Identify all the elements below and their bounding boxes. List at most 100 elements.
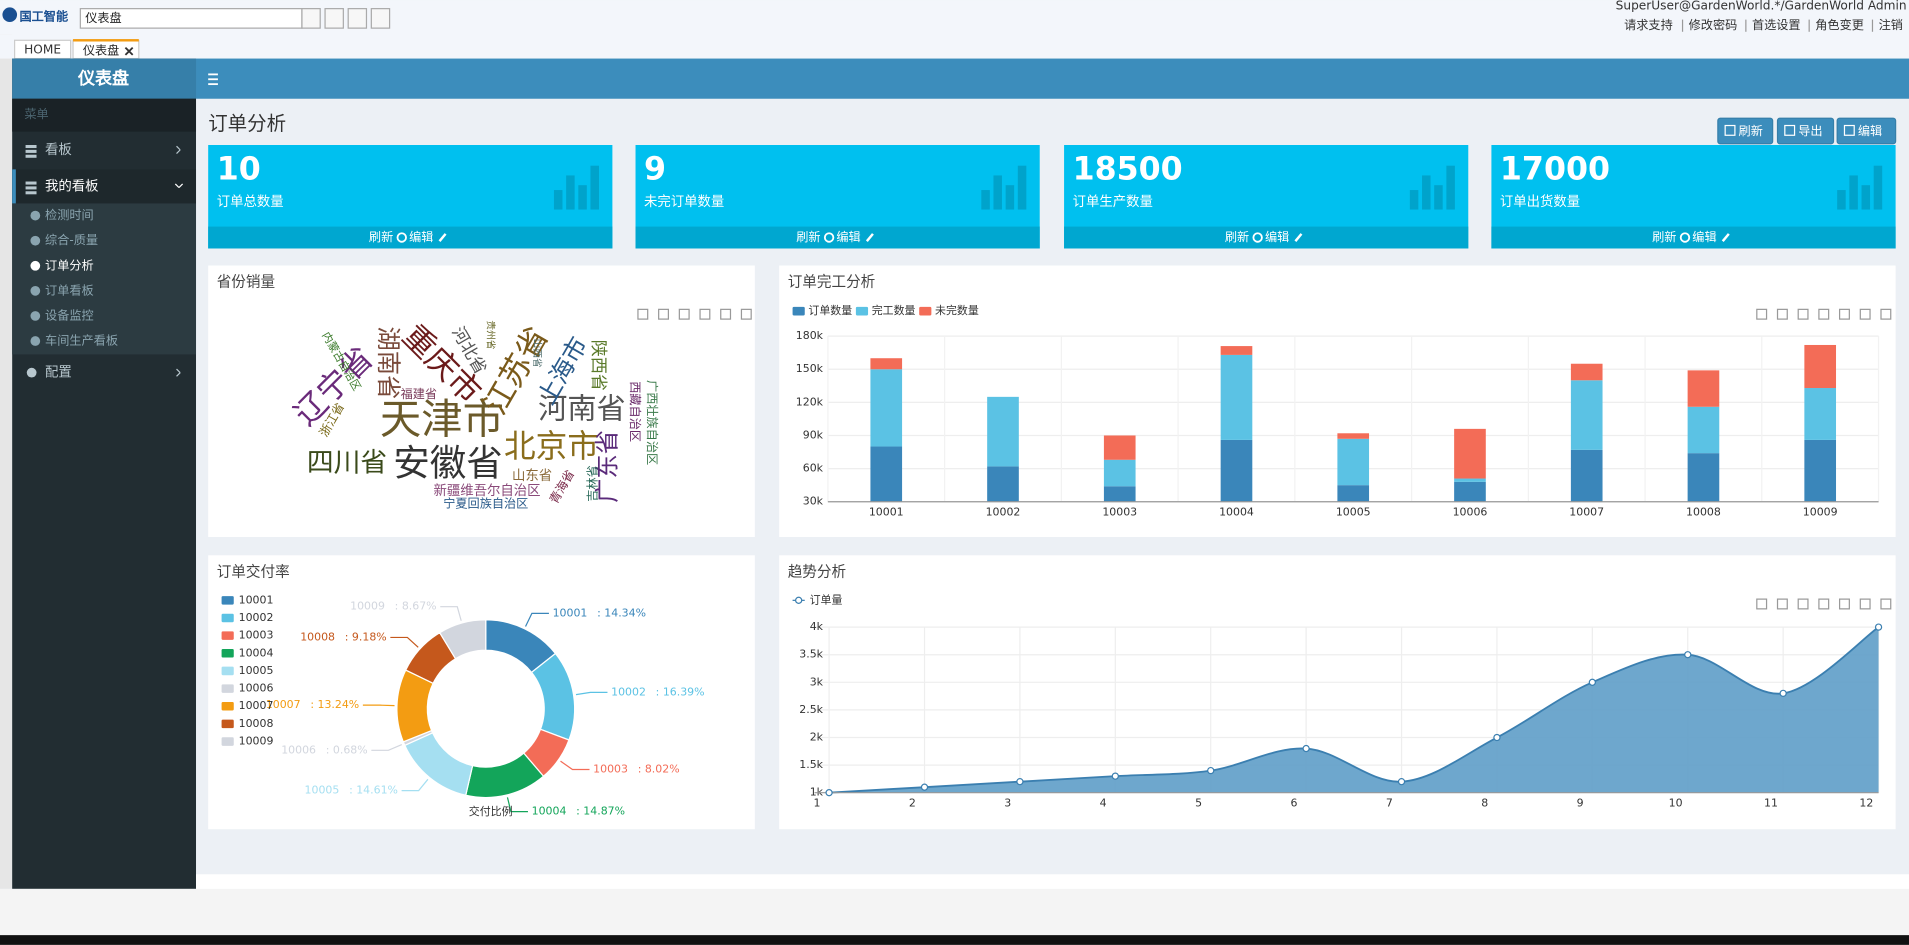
menu-item[interactable]: 看板	[45, 142, 72, 158]
legend-label[interactable]: 订单数量	[808, 304, 852, 317]
panel-title: 订单完工分析	[788, 274, 876, 291]
button-label[interactable]: 编辑	[1858, 123, 1882, 138]
kpi-link[interactable]: 刷新	[1225, 229, 1249, 244]
menu-item[interactable]: 我的看板	[45, 178, 99, 194]
panel-title: 趋势分析	[788, 563, 846, 580]
button-label[interactable]: 刷新	[1739, 123, 1763, 138]
point	[1302, 744, 1310, 753]
header-link[interactable]: 修改密码	[1689, 17, 1738, 32]
submenu-item[interactable]: 订单分析	[45, 258, 94, 272]
refresh-icon	[1252, 232, 1263, 243]
kpi-footer	[208, 226, 613, 249]
kpi-link[interactable]: 刷新	[1652, 229, 1676, 244]
submenu-item[interactable]: 设备监控	[45, 308, 94, 322]
pie-label-value: : 13.24%	[310, 698, 359, 711]
legend-swatch	[221, 666, 234, 676]
submenu-item[interactable]: 检测时间	[45, 207, 94, 222]
panel-title: 省份销量	[217, 274, 275, 291]
chevron	[176, 368, 181, 374]
legend-label[interactable]: 10005	[239, 664, 274, 677]
icon	[26, 367, 37, 378]
kpi-icon	[553, 190, 563, 210]
kpi-link[interactable]: 刷新	[369, 229, 393, 244]
pie-label: 10004: 14.87%	[532, 805, 625, 818]
toolbar-button	[301, 8, 321, 29]
menu-label: 菜单	[24, 107, 48, 121]
bar	[1220, 439, 1253, 502]
bar	[870, 446, 903, 502]
menu-item-open	[12, 169, 197, 204]
submenu-item[interactable]: 车间生产看板	[45, 333, 118, 348]
toolbar-button	[347, 8, 368, 29]
kpi-footer	[1491, 226, 1896, 249]
chart-tool	[740, 308, 752, 320]
legend-swatch	[221, 631, 234, 640]
icon	[25, 149, 37, 153]
point	[1397, 778, 1406, 786]
pie-label-name: 10002	[611, 685, 646, 698]
legend-swatch	[221, 596, 234, 605]
word: 陕西省	[588, 340, 608, 391]
chart-tool	[1880, 598, 1892, 610]
main-header	[196, 58, 1909, 99]
header-link[interactable]: 注销	[1879, 17, 1903, 32]
kpi-icon	[1434, 185, 1443, 210]
legend-label[interactable]: 10001	[239, 593, 274, 606]
kpi-label: 未完订单数量	[644, 194, 724, 210]
header-link[interactable]: 首选设置	[1752, 18, 1801, 32]
legend-label[interactable]: 完工数量	[872, 303, 916, 317]
y-tick-label: 4k	[810, 620, 824, 633]
kpi-icon	[1409, 190, 1419, 210]
kpi-icon	[1446, 165, 1455, 210]
sidebar-header	[12, 58, 197, 99]
leader-line	[575, 691, 608, 696]
icon	[30, 285, 41, 296]
kpi-icon	[566, 175, 575, 210]
kpi-link[interactable]: 编辑	[1265, 229, 1289, 244]
kpi-link[interactable]: 编辑	[409, 229, 433, 244]
legend-label[interactable]: 10007	[239, 699, 274, 712]
icon	[30, 311, 41, 321]
x-tick-label: 2	[909, 797, 916, 810]
legend-label[interactable]: 订单量	[810, 593, 843, 606]
kpi-link[interactable]: 编辑	[836, 229, 860, 244]
submenu	[12, 203, 197, 355]
y-tick-label: 3.5k	[799, 648, 823, 661]
legend-label[interactable]: 未完数量	[935, 303, 979, 317]
submenu-item[interactable]: 订单看板	[45, 283, 94, 297]
header-link[interactable]: 角色变更	[1815, 17, 1864, 32]
legend-label[interactable]: 10008	[239, 717, 274, 730]
x-tick-label: 9	[1577, 797, 1584, 810]
legend-label[interactable]: 10003	[239, 629, 274, 642]
kpi-link[interactable]: 编辑	[1692, 229, 1716, 244]
tab-label[interactable]: 仪表盘	[83, 43, 119, 58]
kpi-icon	[1005, 185, 1015, 210]
legend-swatch	[855, 306, 869, 316]
word: 贵州省	[485, 320, 498, 349]
chart-tool	[1880, 308, 1892, 320]
header-link[interactable]: 请求支持	[1624, 17, 1673, 32]
bar	[1804, 344, 1837, 389]
legend-label[interactable]: 10006	[239, 682, 274, 695]
kpi-link[interactable]: 刷新	[796, 229, 820, 244]
legend-label[interactable]: 10002	[239, 611, 274, 624]
x-tick-label: 10007	[1569, 506, 1604, 519]
tab-label[interactable]: HOME	[24, 43, 61, 57]
x-tick-label: 10	[1669, 797, 1683, 810]
chevron	[176, 145, 181, 151]
bars	[870, 344, 1837, 502]
legend-label[interactable]: 10004	[239, 646, 274, 659]
word: 湖南省	[374, 326, 403, 399]
submenu-item[interactable]: 综合-质量	[45, 232, 98, 247]
x-tick-label: 4	[1100, 797, 1107, 810]
pie-label-value: : 8.02%	[638, 763, 680, 776]
button-label[interactable]: 导出	[1798, 124, 1822, 138]
x-tick-label: 10005	[1336, 506, 1371, 519]
search-text[interactable]: 仪表盘	[85, 10, 121, 25]
menu-item[interactable]: 配置	[45, 366, 72, 381]
legend-label[interactable]: 10009	[239, 735, 274, 748]
wrench-icon	[865, 233, 874, 242]
pie-label-value: : 14.61%	[349, 784, 398, 797]
chart-tool	[720, 308, 732, 320]
bar	[1687, 406, 1720, 454]
